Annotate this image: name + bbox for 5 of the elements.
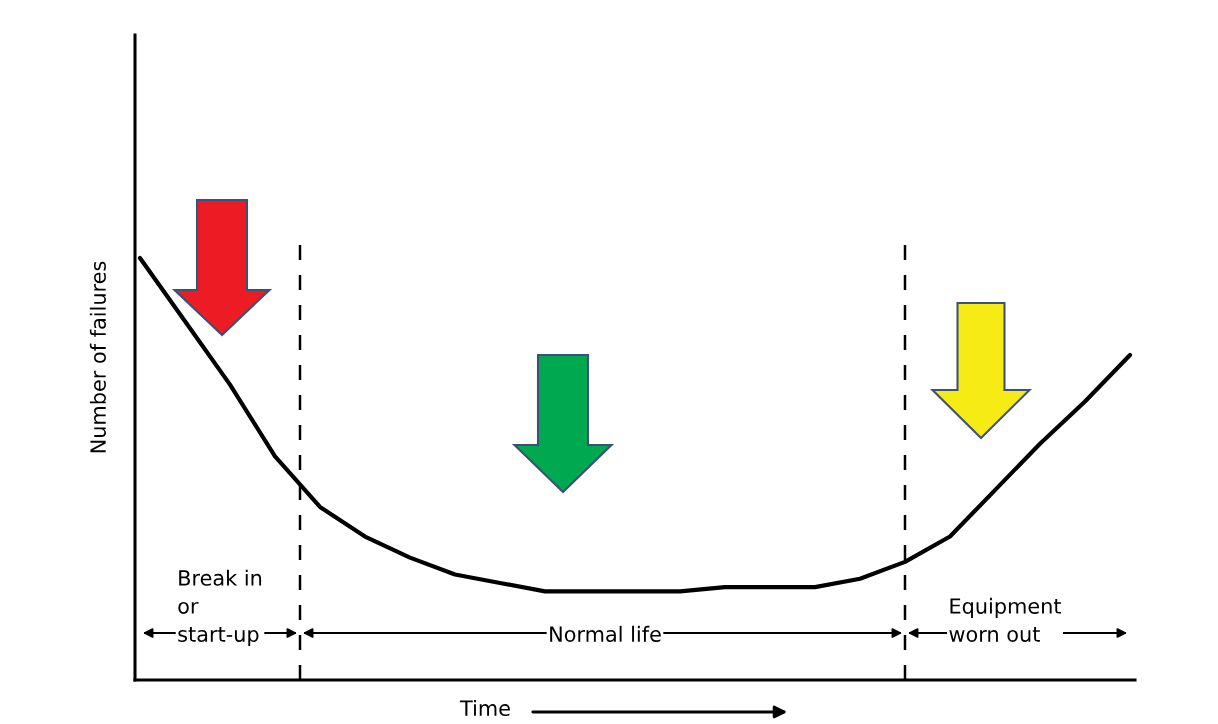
annotation: Normal life [550,625,661,642]
annotation: Equipment worn out [949,597,1062,642]
y-axis-title: Number of failures [89,261,106,453]
x-axis-title: Time [459,699,510,717]
annotation: Break in or start-up [178,569,262,646]
